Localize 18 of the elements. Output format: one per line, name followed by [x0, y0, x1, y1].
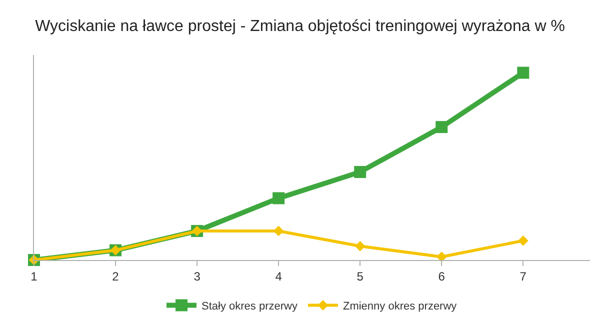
- point: [517, 66, 530, 79]
- point: [273, 226, 284, 236]
- legend-label: Stały okres przerwy: [202, 300, 298, 313]
- point: [436, 252, 447, 262]
- point: [518, 236, 528, 246]
- point: [272, 192, 285, 204]
- legend-label: Zmienny okres przerwy: [342, 300, 458, 313]
- x-tick-label: 2: [112, 269, 120, 284]
- chart-title: Wyciskanie na ławce prostej - Zmiana objętości treningowej wyrażona w %: [35, 18, 565, 35]
- x-tick-label: 6: [438, 269, 446, 284]
- x-tick-label: 1: [30, 269, 38, 284]
- x-tick-label: 4: [275, 269, 282, 284]
- x-tick-label: 5: [356, 269, 364, 284]
- x-tick-label: 3: [194, 269, 201, 284]
- point: [436, 121, 448, 134]
- x-tick-label: 7: [520, 269, 527, 284]
- point: [354, 240, 366, 252]
- point: [354, 166, 366, 178]
